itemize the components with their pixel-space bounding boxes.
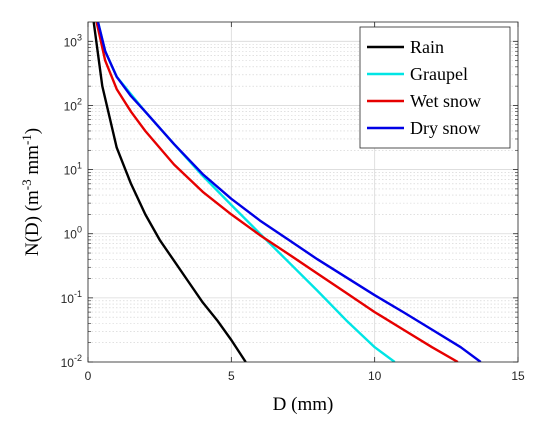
- y-tick-label: 10-2: [61, 353, 82, 370]
- tick-labels: 10-2 10-1 100 101 102 103 0 5 10 15: [61, 32, 525, 383]
- x-tick-label: 0: [85, 369, 92, 383]
- y-tick-label: 10-1: [61, 289, 82, 306]
- ticks: [87, 22, 519, 363]
- y-axis-title-sup1: -3: [19, 179, 34, 190]
- y-tick-label: 102: [64, 96, 82, 113]
- x-tick-label: 5: [228, 369, 235, 383]
- y-axis-title-mid: mm: [22, 145, 43, 180]
- legend-label-rain: Rain: [410, 37, 444, 57]
- series-line-wet-snow: [95, 22, 459, 362]
- x-tick-label: 15: [511, 369, 525, 383]
- x-tick-label: 10: [368, 369, 382, 383]
- y-axis-title-sup2: -1: [19, 134, 34, 145]
- y-tick-label: 100: [64, 225, 82, 242]
- legend-label-wet-snow: Wet snow: [410, 91, 481, 111]
- y-axis-title: N(D) (m-3 mm-1): [19, 128, 43, 256]
- legend-label-dry-snow: Dry snow: [410, 118, 481, 138]
- plot-frame: [87, 21, 519, 363]
- x-axis-title: D (mm): [273, 394, 334, 415]
- legend: Rain Graupel Wet snow Dry snow: [359, 26, 511, 149]
- series-layer: [92, 22, 482, 362]
- legend-label-graupel: Graupel: [410, 64, 468, 84]
- y-axis-title-main: N(D) (m: [22, 190, 43, 256]
- y-tick-label: 101: [64, 161, 82, 178]
- series-line-rain: [92, 22, 247, 362]
- series-line-dry-snow: [96, 22, 482, 362]
- y-tick-label: 103: [64, 32, 82, 49]
- y-axis-title-end: ): [22, 128, 43, 134]
